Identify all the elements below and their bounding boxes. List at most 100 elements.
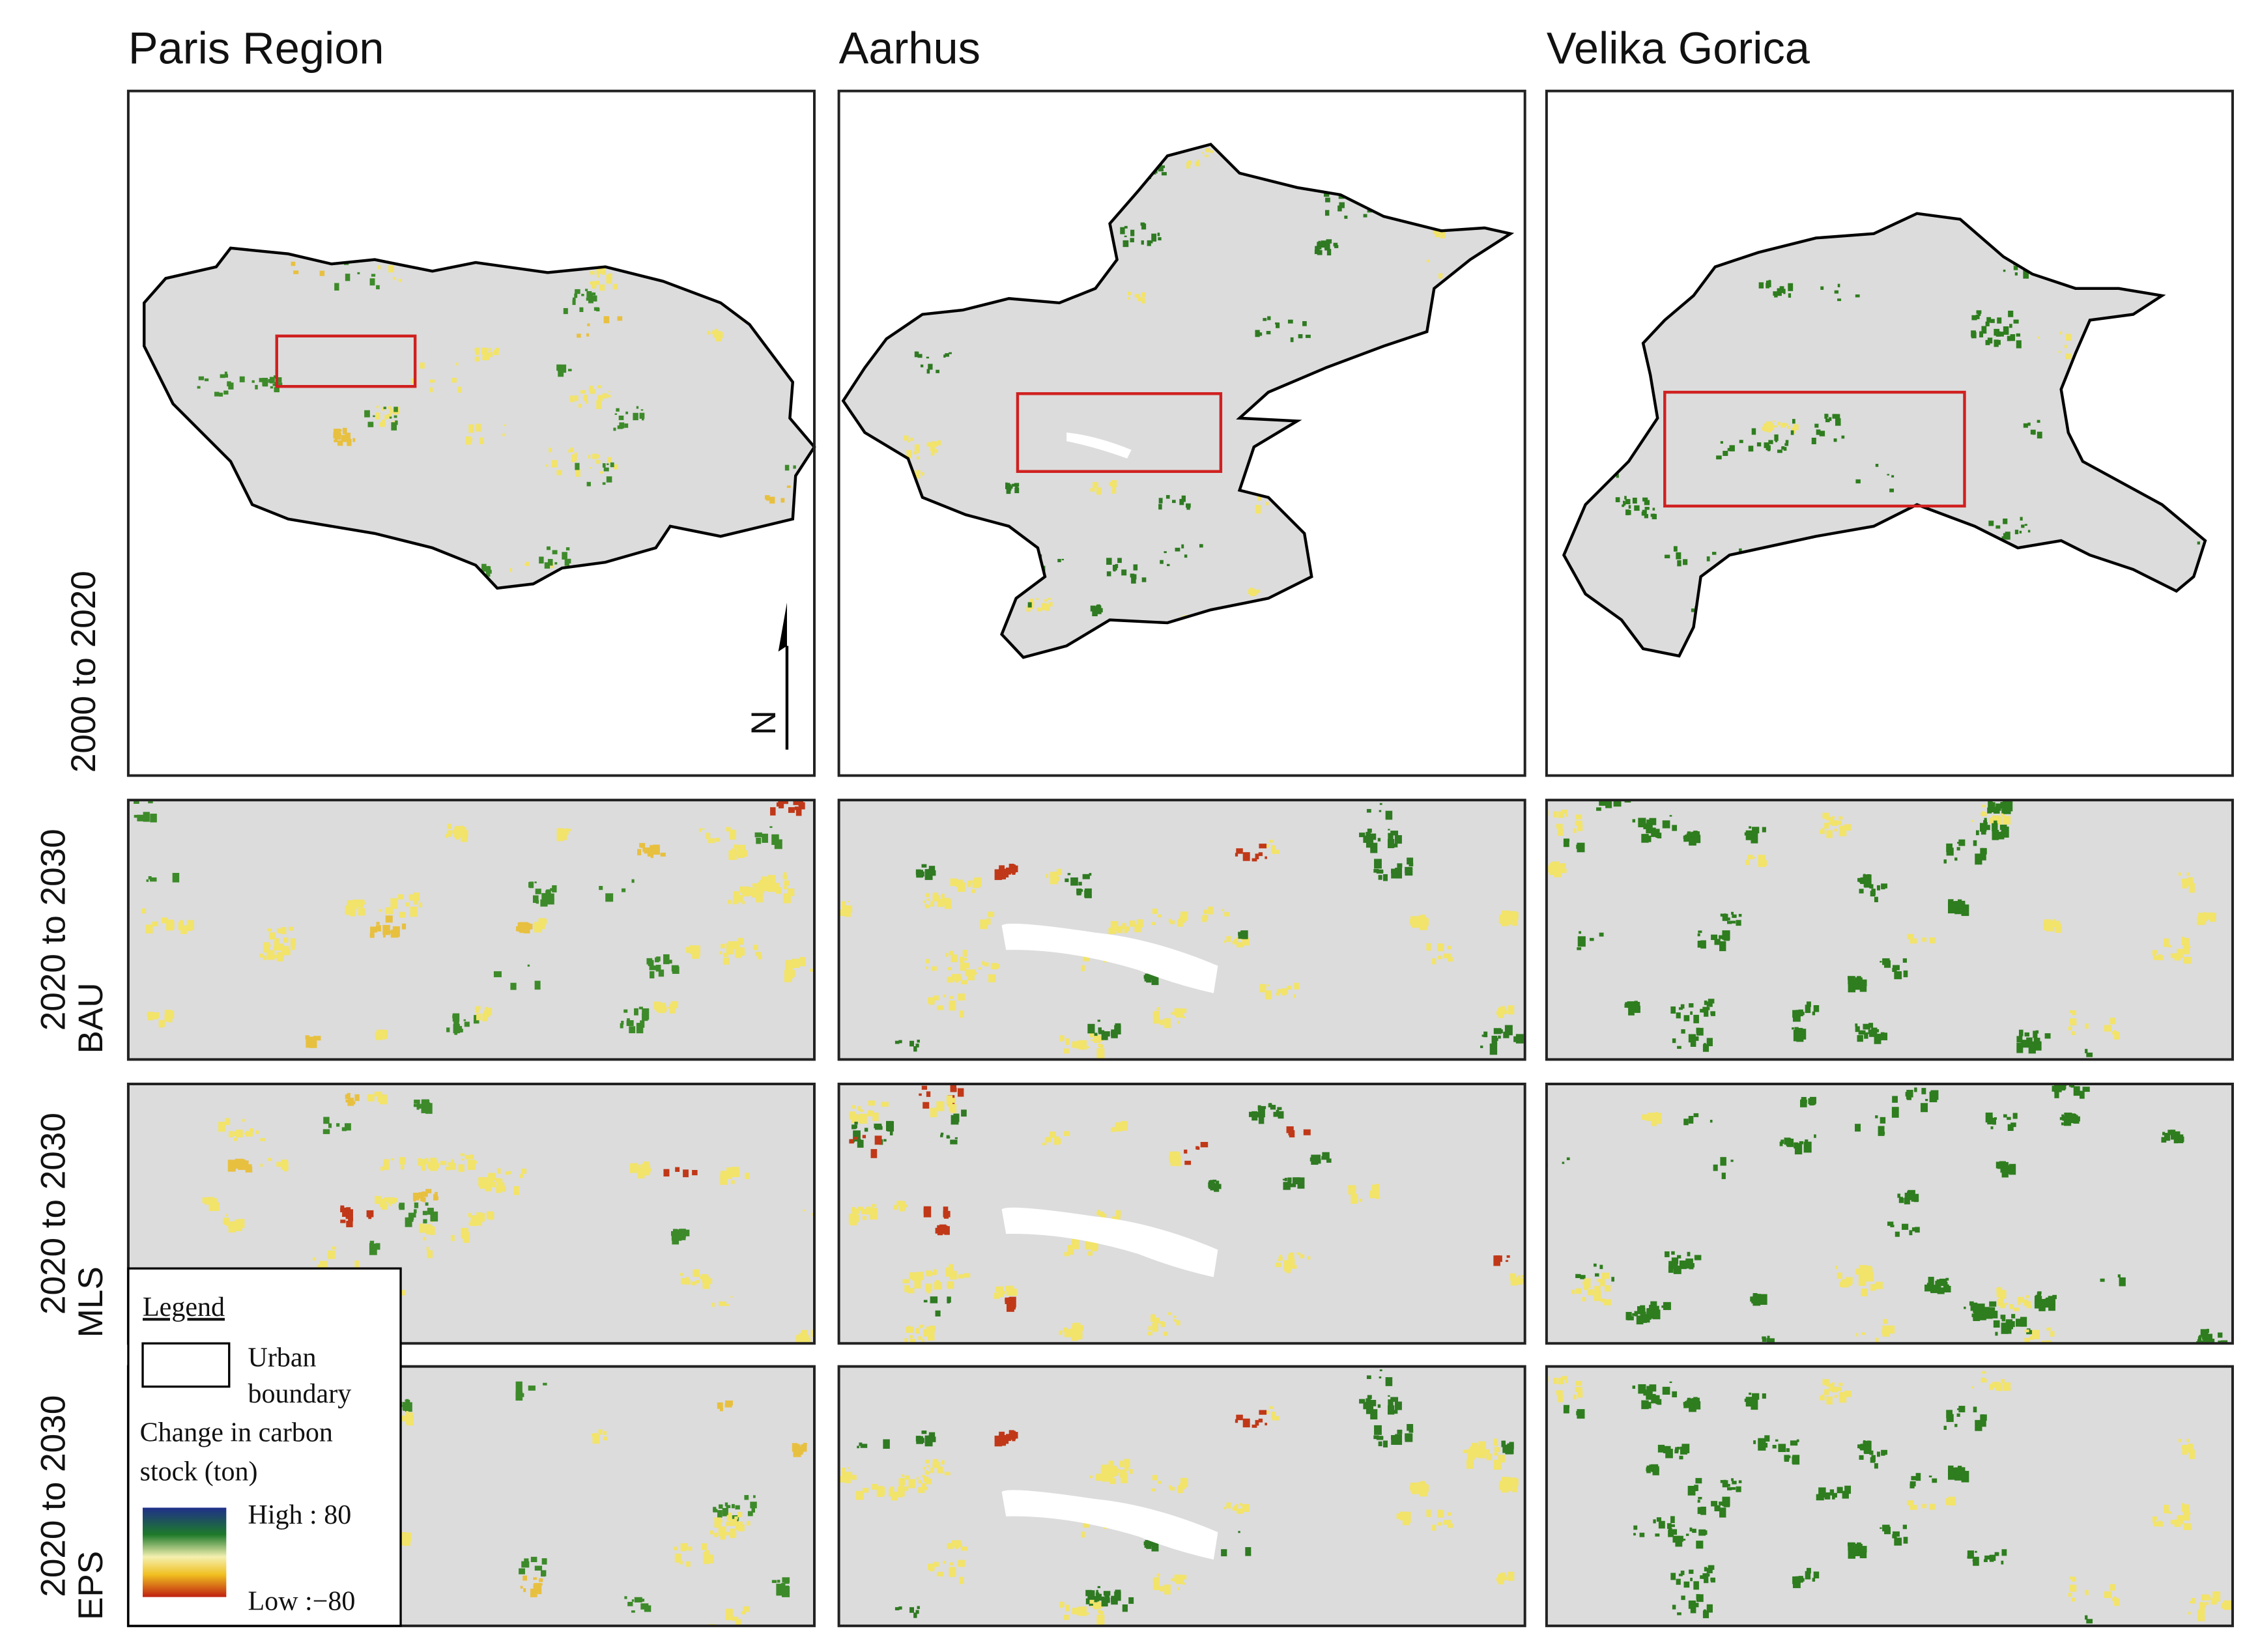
pixel (1127, 291, 1131, 296)
pixel (730, 1528, 737, 1538)
pixel (2079, 1065, 2086, 1070)
pixel (1650, 1301, 1657, 1308)
pixel (421, 1159, 426, 1167)
pixel (1929, 1091, 1938, 1103)
pixel (2016, 1042, 2024, 1053)
pixel (1373, 1435, 1379, 1440)
pixel (959, 1010, 964, 1018)
pixel (1124, 225, 1128, 229)
pixel (2035, 1041, 2042, 1051)
pixel (961, 1109, 967, 1117)
pixel (2037, 431, 2042, 439)
pixel (1860, 877, 1865, 880)
pixel (1098, 1596, 1105, 1601)
pixel (1210, 150, 1214, 153)
pixel (1594, 1290, 1601, 1302)
pixel (1714, 939, 1721, 945)
pixel (627, 1018, 630, 1021)
pixel (532, 895, 539, 904)
pixel (715, 333, 721, 340)
pixel (1562, 1161, 1565, 1164)
pixel (1294, 982, 1299, 990)
pixel (1910, 1191, 1914, 1196)
pixel (1005, 1300, 1011, 1304)
pixel (2016, 333, 2021, 337)
pixel (1526, 693, 1532, 702)
pixel (1281, 988, 1289, 995)
pixel (1390, 1397, 1399, 1402)
pixel (1890, 1225, 1895, 1227)
pixel (602, 482, 606, 485)
pixel (1989, 1301, 1997, 1307)
pixel (1979, 823, 1987, 832)
pixel (1855, 479, 1861, 484)
pixel (1388, 829, 1390, 831)
pixel (1665, 554, 1670, 559)
pixel (1045, 606, 1050, 611)
pixel (1521, 1275, 1524, 1277)
pixel (1722, 937, 1725, 940)
pixel (713, 333, 716, 338)
pixel (1164, 1018, 1171, 1029)
pixel (891, 1492, 898, 1501)
pixel (1993, 809, 2000, 814)
pixel (1321, 1156, 1327, 1160)
pixel (1363, 1402, 1371, 1410)
pixel (631, 1599, 635, 1602)
pixel (1010, 1435, 1016, 1440)
pixel (460, 833, 465, 838)
pixel (914, 351, 919, 358)
pixel (1655, 833, 1661, 838)
pixel (693, 1269, 700, 1277)
pixel (1655, 1111, 1657, 1115)
pixel (1378, 875, 1382, 880)
pixel (1642, 1315, 1650, 1323)
pixel (1642, 509, 1647, 515)
pixel (1377, 838, 1381, 842)
pixel (1493, 1459, 1502, 1470)
pixel (341, 1127, 347, 1132)
pixel (2197, 541, 2200, 545)
pixel (1076, 1331, 1082, 1340)
pixel (290, 938, 296, 946)
pixel (1503, 1576, 1506, 1580)
pixel (474, 356, 479, 362)
pixel (1911, 1193, 1919, 1202)
pixel (1982, 805, 1986, 808)
pixel (1184, 1149, 1188, 1154)
pixel (225, 1118, 231, 1126)
pixel (900, 1204, 905, 1212)
pixel (1973, 1305, 1982, 1317)
pixel (1097, 1610, 1102, 1614)
pixel (263, 942, 270, 953)
pixel (1271, 845, 1276, 853)
pixel (2082, 1087, 2090, 1092)
pixel (2061, 1114, 2065, 1117)
pixel (733, 941, 736, 943)
pixel (1930, 1285, 1934, 1288)
pixel (855, 1490, 864, 1500)
pixel (496, 1186, 502, 1193)
pixel (744, 1495, 749, 1500)
pixel (1994, 820, 1997, 824)
pixel (917, 1039, 920, 1043)
pixel (1014, 483, 1020, 487)
pixel (463, 1019, 466, 1021)
pixel (1638, 818, 1646, 827)
pixel (1649, 818, 1657, 825)
pixel (587, 323, 590, 326)
pixel (277, 377, 282, 383)
pixel (720, 1171, 728, 1178)
pixel (949, 352, 952, 354)
pixel (148, 800, 153, 804)
pixel (313, 1036, 321, 1041)
pixel (451, 378, 457, 383)
pixel (1374, 1425, 1379, 1429)
pixel (519, 1568, 525, 1574)
pixel (1394, 1401, 1402, 1410)
pixel (1268, 840, 1274, 843)
pixel (567, 369, 572, 371)
pixel (917, 456, 921, 460)
pixel (1480, 1045, 1483, 1048)
pixel (1013, 865, 1018, 872)
